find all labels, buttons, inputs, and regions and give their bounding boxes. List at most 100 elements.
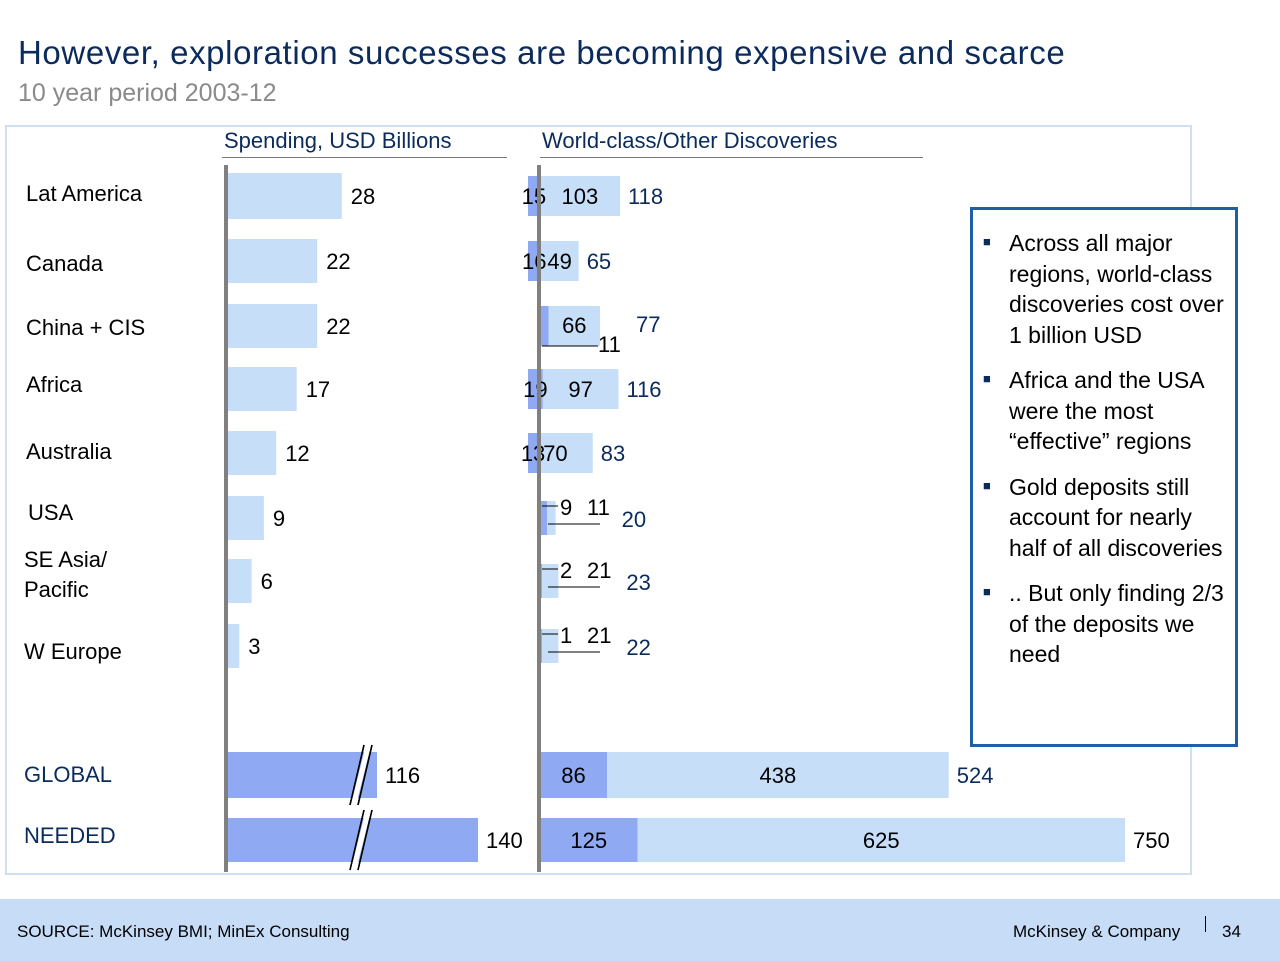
- world-class-bar: [540, 501, 548, 535]
- region-label: Lat America: [26, 181, 143, 206]
- takeaway-item: ■ Gold deposits still account for nearly …: [983, 472, 1225, 564]
- discoveries-header-rule: [540, 157, 923, 158]
- spending-header-rule: [222, 157, 507, 158]
- spending-value: 17: [306, 377, 330, 402]
- world-class-bar: [540, 752, 608, 798]
- total-value: 23: [626, 570, 650, 595]
- world-class-bar: [528, 433, 539, 473]
- other-value: 70: [543, 441, 567, 466]
- other-discoveries-bar: [607, 752, 949, 798]
- spending-value: 22: [326, 249, 350, 274]
- other-discoveries-bar: [548, 306, 601, 346]
- world-class-value: 11: [598, 332, 621, 357]
- axis-break-mark: [349, 744, 365, 806]
- footer-divider: [1205, 916, 1206, 932]
- key-takeaways-box: ■ Across all major regions, world-class d…: [970, 207, 1238, 747]
- spending-bar: [227, 431, 277, 475]
- total-value: 77: [636, 312, 660, 337]
- region-label: China + CIS: [26, 315, 146, 340]
- other-discoveries-bar: [547, 501, 556, 535]
- brand-name: McKinsey & Company: [1013, 922, 1181, 941]
- axis-break-gap: [351, 746, 371, 804]
- other-value: 103: [562, 184, 599, 209]
- world-class-value: 9: [560, 495, 572, 520]
- bullet-icon: ■: [983, 371, 991, 386]
- total-value: 118: [628, 184, 663, 209]
- page-title: However, exploration successes are becom…: [18, 34, 1066, 71]
- bullet-icon: ■: [983, 477, 991, 493]
- other-value: 21: [587, 623, 611, 648]
- spending-bar: [227, 239, 318, 283]
- spending-bar: [227, 752, 377, 798]
- region-label: USA: [28, 500, 74, 525]
- source-note: SOURCE: McKinsey BMI; MinEx Consulting: [17, 922, 350, 941]
- spending-bar: [227, 818, 478, 862]
- page-number: 34: [1222, 922, 1241, 941]
- axis-break-mark: [357, 809, 373, 871]
- other-discoveries-bar: [542, 629, 559, 663]
- spending-value: 116: [385, 763, 420, 788]
- other-discoveries-bar: [637, 818, 1125, 862]
- world-class-bar: [540, 306, 549, 346]
- other-discoveries-bar: [539, 176, 621, 216]
- footer-bar: SOURCE: McKinsey BMI; MinEx Consulting M…: [0, 899, 1280, 961]
- bullet-icon: ■: [983, 234, 991, 249]
- spending-bar: [227, 367, 297, 411]
- takeaway-text: Gold deposits still account for nearly h…: [1009, 473, 1223, 561]
- axis-break-mark: [357, 744, 373, 806]
- world-class-value: 2: [560, 558, 572, 583]
- world-class-value: 19: [523, 377, 547, 402]
- other-discoveries-bar: [542, 564, 559, 598]
- spending-column-header: Spending, USD Billions: [224, 128, 452, 153]
- axis-break-mark: [349, 809, 365, 871]
- region-label: SE Asia/ Pacific: [24, 547, 108, 602]
- other-value: 97: [568, 377, 592, 402]
- other-discoveries-bar: [538, 433, 593, 473]
- spending-value: 140: [486, 828, 523, 853]
- spending-bar: [227, 173, 342, 219]
- region-label: GLOBAL: [24, 762, 113, 787]
- world-class-value: 86: [561, 763, 585, 788]
- discoveries-column-header: World-class/Other Discoveries: [542, 128, 838, 153]
- total-value: 65: [587, 249, 611, 274]
- takeaway-text: Across all major regions, world-class di…: [1009, 230, 1224, 348]
- takeaway-item: ■ Africa and the USA were the most “effec…: [983, 365, 1225, 457]
- total-value: 750: [1133, 828, 1170, 853]
- takeaway-item: ■ Across all major regions, world-class d…: [983, 228, 1225, 350]
- takeaway-text: Africa and the USA were the most “effect…: [1009, 367, 1204, 454]
- region-label: Africa: [26, 372, 83, 397]
- takeaway-item: ■ .. But only finding 2/3 of the deposits…: [983, 578, 1225, 670]
- world-class-value: 1: [560, 623, 572, 648]
- spending-value: 12: [285, 441, 309, 466]
- region-label: Canada: [26, 251, 104, 276]
- spending-bar: [227, 496, 264, 540]
- other-value: 21: [587, 558, 611, 583]
- region-label: NEEDED: [24, 823, 116, 848]
- page-subtitle: 10 year period 2003-12: [18, 79, 277, 107]
- world-class-bar: [540, 818, 638, 862]
- region-label: W Europe: [24, 639, 122, 664]
- spending-value: 9: [273, 506, 285, 531]
- total-value: 20: [622, 507, 646, 532]
- spending-value: 28: [351, 184, 375, 209]
- other-discoveries-bar: [542, 369, 619, 409]
- bullet-icon: ■: [983, 584, 991, 599]
- other-value: 625: [863, 828, 900, 853]
- total-value: 83: [601, 441, 625, 466]
- takeaway-text: .. But only finding 2/3 of the deposits …: [1009, 580, 1224, 667]
- axis-break-gap: [351, 811, 371, 869]
- world-class-value: 16: [522, 249, 546, 274]
- other-value: 438: [760, 763, 797, 788]
- world-class-value: 13: [521, 441, 545, 466]
- total-value: 524: [957, 763, 994, 788]
- total-value: 22: [626, 635, 650, 660]
- spending-value: 22: [326, 314, 350, 339]
- other-discoveries-bar: [540, 241, 579, 281]
- spending-value: 3: [248, 634, 260, 659]
- other-value: 11: [587, 495, 610, 520]
- other-value: 66: [562, 313, 586, 338]
- spending-bar: [227, 559, 252, 603]
- spending-bar: [227, 304, 318, 348]
- spending-bar: [227, 624, 240, 668]
